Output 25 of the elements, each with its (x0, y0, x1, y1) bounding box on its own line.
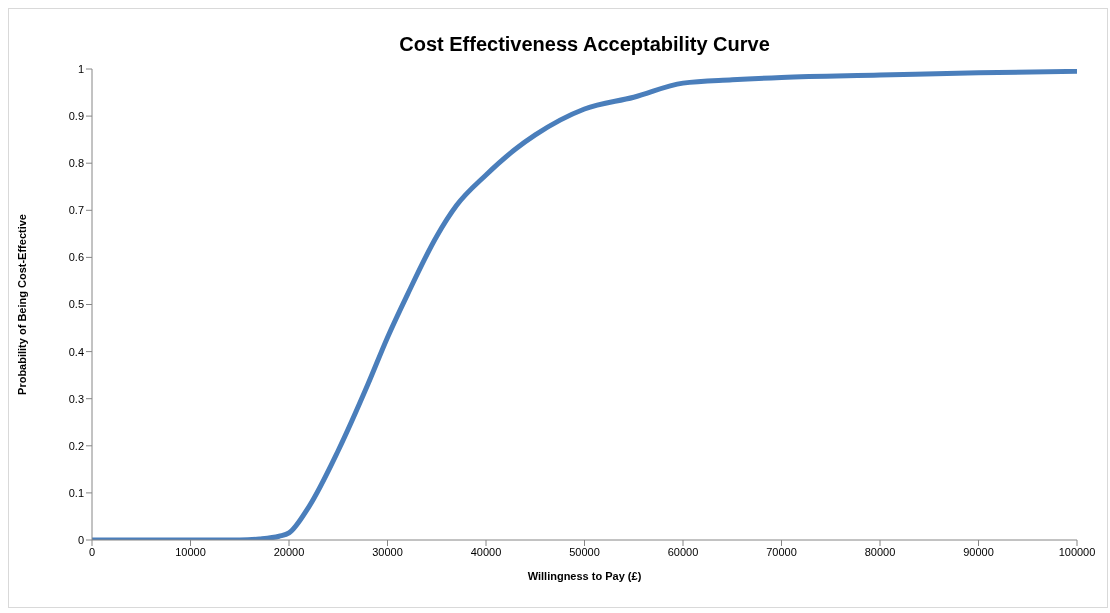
y-axis-title: Probability of Being Cost-Effective (15, 214, 28, 395)
x-tick-label: 90000 (963, 545, 994, 558)
x-tick-label: 100000 (1058, 545, 1096, 558)
y-tick-label: 0.2 (68, 439, 84, 452)
x-tick-label: 80000 (864, 545, 896, 558)
x-tick-label: 70000 (766, 545, 797, 558)
y-tick-label: 0.4 (68, 345, 84, 358)
x-tick-label: 10000 (175, 545, 206, 558)
x-tick-label: 60000 (667, 545, 699, 558)
y-tick-label: 0.3 (68, 392, 84, 405)
y-tick-label: 0.8 (68, 157, 84, 170)
y-tick-label: 0.9 (68, 110, 84, 122)
y-tick-label: 0.1 (68, 486, 84, 499)
x-tick-label: 0 (88, 545, 96, 558)
chart-title: Cost Effectiveness Acceptability Curve (398, 33, 771, 56)
x-tick-label: 30000 (372, 545, 403, 558)
y-tick-label: 0 (77, 533, 84, 546)
x-tick-label: 20000 (273, 545, 305, 558)
x-axis-title: Willingness to Pay (£) (527, 570, 642, 582)
y-tick-label: 0.6 (68, 251, 84, 264)
x-tick-label: 50000 (569, 545, 600, 558)
y-tick-label: 0.5 (68, 298, 84, 311)
x-tick-label: 40000 (470, 545, 502, 558)
y-tick-label: 0.7 (68, 204, 84, 217)
y-tick-label: 1 (77, 62, 84, 75)
